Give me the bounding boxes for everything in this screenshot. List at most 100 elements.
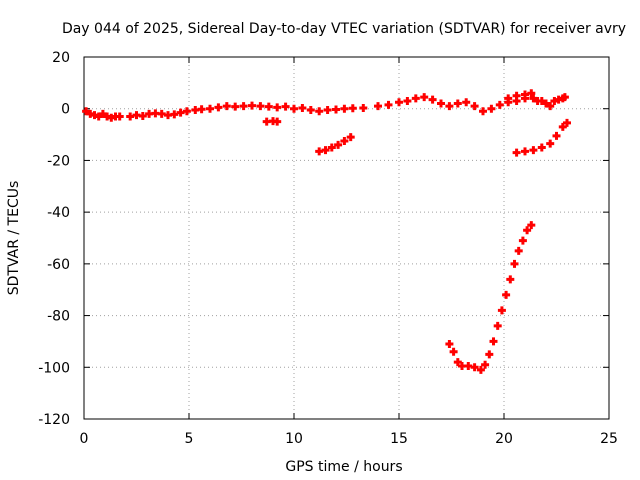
data-point [98, 109, 107, 118]
data-point [348, 104, 357, 113]
data-point [470, 102, 479, 111]
data-point [411, 94, 420, 103]
y-tick-label: -120 [38, 412, 70, 428]
data-point [487, 104, 496, 113]
data-point [334, 140, 343, 149]
data-point [521, 90, 529, 99]
x-tick-label: 0 [80, 431, 89, 447]
data-point [445, 102, 454, 111]
axis-tick-labels: 0 5 10 15 20 25 20 0 -20 -40 -60 -80 -100 -120 [38, 50, 618, 447]
y-tick-label: 0 [61, 102, 70, 118]
data-point [537, 143, 546, 152]
series-5 [504, 90, 569, 111]
data-point [497, 306, 506, 315]
y-tick-label: -60 [47, 257, 70, 273]
y-tick-label: -20 [47, 153, 70, 169]
data-point [281, 102, 290, 111]
data-point [453, 99, 462, 108]
y-tick-label: -100 [38, 360, 70, 376]
data-point [321, 146, 330, 155]
data-point [332, 105, 340, 114]
data-point [502, 290, 511, 299]
data-point [340, 104, 349, 113]
data-point [527, 221, 536, 230]
plot-frame [83, 56, 610, 420]
data-point [214, 103, 223, 112]
x-tick-label: 15 [390, 431, 408, 447]
data-point [315, 107, 324, 116]
x-tick-label: 5 [185, 431, 194, 447]
grid [84, 57, 609, 419]
series-4 [262, 117, 282, 126]
data-point [82, 107, 91, 116]
data-point [485, 350, 494, 359]
data-point [489, 337, 498, 346]
data-point [290, 104, 298, 113]
data-point [239, 102, 248, 111]
data-point [340, 137, 349, 146]
chart-title: Day 044 of 2025, Sidereal Day-to-day VTE… [62, 21, 626, 37]
data-point [327, 143, 336, 152]
data-point [514, 246, 523, 255]
data-point [537, 96, 546, 105]
data-point [462, 98, 471, 107]
data-point [560, 93, 569, 102]
data-point [546, 102, 555, 111]
data-point [481, 360, 490, 369]
data-point [529, 146, 538, 155]
data-point [512, 91, 521, 100]
data-point [506, 275, 515, 284]
x-tick-label: 25 [600, 431, 618, 447]
data-point [542, 99, 550, 108]
data-point [138, 111, 147, 120]
data-point [306, 106, 315, 115]
data-point [182, 107, 191, 116]
data-point [552, 131, 561, 140]
data-point [558, 122, 567, 131]
data-point [298, 103, 307, 112]
data-points [82, 89, 571, 374]
data-point [504, 94, 513, 103]
data-point [273, 103, 282, 112]
data-point [449, 347, 458, 356]
data-point [563, 118, 571, 127]
x-tick-label: 10 [285, 431, 303, 447]
data-point [273, 117, 282, 126]
data-point [374, 102, 382, 111]
data-point [403, 96, 412, 105]
data-point [437, 99, 445, 108]
data-point [495, 100, 504, 109]
data-point [428, 95, 437, 104]
data-point [529, 94, 538, 103]
data-point [206, 104, 214, 113]
data-point [554, 95, 563, 104]
axis-ticks [83, 56, 610, 420]
data-point [518, 236, 527, 245]
data-point [479, 107, 487, 116]
series-2 [315, 133, 355, 156]
data-point [170, 110, 179, 119]
data-point [115, 112, 124, 121]
data-point [510, 259, 519, 268]
data-point [523, 226, 532, 235]
data-point [470, 363, 479, 372]
data-point [231, 102, 240, 111]
series-3 [512, 118, 571, 157]
data-point [323, 106, 332, 115]
data-point [493, 321, 502, 330]
data-point [521, 147, 529, 156]
data-point [359, 103, 368, 112]
data-point [222, 102, 231, 111]
data-point [420, 93, 429, 102]
y-axis-label: SDTVAR / TECUs [6, 181, 22, 296]
y-tick-label: -80 [47, 309, 70, 325]
data-point [248, 101, 256, 110]
x-axis-label: GPS time / hours [285, 459, 402, 475]
data-point [264, 102, 273, 111]
data-point [94, 112, 103, 121]
data-point [546, 139, 555, 148]
data-point [346, 133, 355, 142]
data-point [395, 98, 403, 107]
y-tick-label: 20 [52, 50, 70, 66]
